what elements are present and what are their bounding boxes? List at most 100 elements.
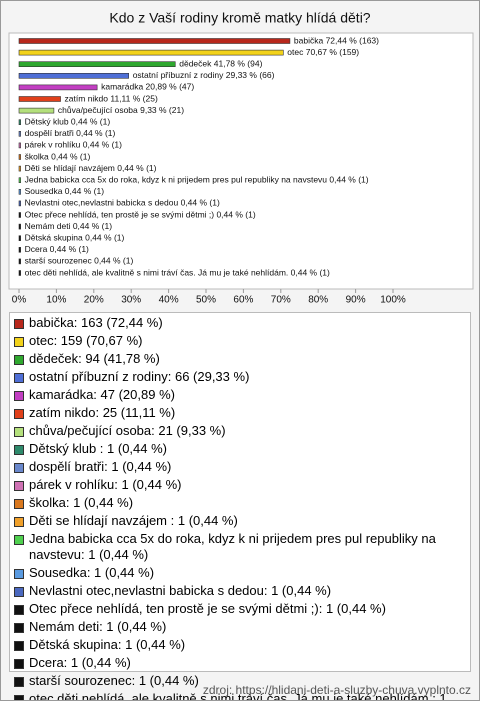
bar (18, 73, 129, 79)
legend-swatch (14, 409, 24, 419)
legend-swatch (14, 587, 24, 597)
legend-swatch (14, 605, 24, 615)
legend-swatch (14, 463, 24, 473)
legend-label: Otec přece nehlídá, ten prostě je se svý… (29, 601, 386, 616)
x-tick-label: 40% (159, 295, 179, 306)
legend-label: otec: 159 (70,67 %) (29, 333, 143, 348)
legend-label: Děti se hlídají navzájem : 1 (0,44 %) (29, 513, 238, 528)
legend-label: Nemám deti: 1 (0,44 %) (29, 619, 167, 634)
legend-swatch (14, 569, 24, 579)
bar-label: kamarádka 20,89 % (47) (101, 82, 194, 92)
bar-label: otec děti nehlídá, ale kvalitně s nimi t… (25, 267, 330, 277)
bar-label: Dcera 0,44 % (1) (25, 244, 89, 254)
legend-item: Děti se hlídají navzájem : 1 (0,44 %) (14, 513, 466, 529)
legend-item: Otec přece nehlídá, ten prostě je se svý… (14, 601, 466, 617)
x-tick-label: 30% (121, 295, 141, 306)
chart-title: Kdo z Vaší rodiny kromě matky hlídá děti… (109, 10, 370, 26)
legend-item: školka: 1 (0,44 %) (14, 495, 466, 511)
legend-swatch (14, 337, 24, 347)
legend-label: babička: 163 (72,44 %) (29, 315, 163, 330)
legend-item: babička: 163 (72,44 %) (14, 315, 466, 331)
bar-label: párek v rohlíku 0,44 % (1) (25, 140, 122, 150)
legend-item: Nevlastni otec,nevlastni babicka s dedou… (14, 583, 466, 599)
legend-item: párek v rohlíku: 1 (0,44 %) (14, 477, 466, 493)
bar-label: Dětská skupina 0,44 % (1) (25, 232, 125, 242)
legend-label: školka: 1 (0,44 %) (29, 495, 134, 510)
legend-item: Nemám deti: 1 (0,44 %) (14, 619, 466, 635)
bar-label: dědeček 41,78 % (94) (179, 58, 262, 68)
bar (18, 119, 21, 125)
bar (18, 96, 61, 102)
legend-label: starší sourozenec: 1 (0,44 %) (29, 673, 199, 688)
legend-label: Sousedka: 1 (0,44 %) (29, 565, 155, 580)
bar-label: Otec přece nehlídá, ten prostě je se svý… (25, 209, 256, 219)
legend-swatch (14, 623, 24, 633)
bar-label: Jedna babicka cca 5x do roka, kdyz k ni … (25, 174, 369, 184)
legend-swatch (14, 677, 24, 687)
x-tick-label: 0% (12, 295, 27, 306)
bar-label: Nevlastni otec,nevlastni babicka s dedou… (25, 198, 220, 208)
legend-swatch (14, 481, 24, 491)
legend-label: ostatní příbuzní z rodiny: 66 (29,33 %) (29, 369, 250, 384)
legend-item: starší sourozenec: 1 (0,44 %) (14, 673, 466, 689)
bar (18, 200, 21, 207)
bar (18, 38, 291, 44)
bar (18, 212, 21, 218)
source: zdroj: https://hlidani-deti-a-sluzby-chu… (202, 683, 471, 697)
bar-label: chůva/pečující osoba 9,33 % (21) (58, 105, 184, 115)
bar (18, 189, 21, 195)
legend-item: ostatní příbuzní z rodiny: 66 (29,33 %) (14, 369, 466, 385)
bar-label: dospělí bratři 0,44 % (1) (25, 128, 116, 138)
legend-label: Jedna babicka cca 5x do roka, kdyz k ni … (29, 531, 436, 562)
legend-item: Dětský klub : 1 (0,44 %) (14, 441, 466, 457)
bar (18, 142, 21, 149)
legend-label: dospělí bratři: 1 (0,44 %) (29, 459, 172, 474)
legend-swatch (14, 659, 24, 669)
bar-label: otec 70,67 % (159) (287, 47, 359, 57)
bar (18, 235, 21, 241)
legend-swatch (14, 319, 24, 329)
chart: Kdo z Vaší rodiny kromě matky hlídá děti… (8, 10, 474, 306)
bar-label: starší sourozenec 0,44 % (1) (25, 256, 134, 266)
legend-item: chůva/pečující osoba: 21 (9,33 %) (14, 423, 466, 439)
bar (18, 270, 21, 276)
legend-item: Dětská skupina: 1 (0,44 %) (14, 637, 466, 653)
x-tick-label: 80% (308, 295, 328, 306)
bar-label: babička 72,44 % (163) (294, 35, 379, 45)
bar-label: ostatní příbuzní z rodiny 29,33 % (66) (133, 70, 275, 80)
legend-label: chůva/pečující osoba: 21 (9,33 %) (29, 423, 226, 438)
legend-swatch (14, 517, 24, 527)
legend-item: dospělí bratři: 1 (0,44 %) (14, 459, 466, 475)
legend-item: dědeček: 94 (41,78 %) (14, 351, 466, 367)
legend-label: dědeček: 94 (41,78 %) (29, 351, 160, 366)
legend-label: párek v rohlíku: 1 (0,44 %) (29, 477, 182, 492)
legend-label: Dětský klub : 1 (0,44 %) (29, 441, 167, 456)
bar (18, 165, 21, 172)
bar (18, 49, 284, 56)
x-tick-label: 100% (380, 295, 406, 306)
bar (18, 258, 21, 265)
legend-item: otec: 159 (70,67 %) (14, 333, 466, 349)
legend-swatch (14, 535, 24, 545)
legend-swatch (14, 641, 24, 651)
x-tick-label: 50% (196, 295, 216, 306)
legend: babička: 163 (72,44 %) otec: 159 (70,67 %… (9, 312, 471, 700)
bar-label: školka 0,44 % (1) (25, 151, 91, 161)
legend-swatch (14, 445, 24, 455)
legend-label: Dětská skupina: 1 (0,44 %) (29, 637, 186, 652)
legend-item: Dcera: 1 (0,44 %) (14, 655, 466, 671)
legend-label: kamarádka: 47 (20,89 %) (29, 387, 175, 402)
legend-item: otec děti nehlídá, ale kvalitně s nimi t… (14, 691, 466, 700)
legend-swatch (14, 391, 24, 401)
bar (18, 223, 21, 230)
legend-swatch (14, 427, 24, 437)
legend-item: kamarádka: 47 (20,89 %) (14, 387, 466, 403)
bar (18, 131, 21, 137)
x-tick-label: 60% (233, 295, 253, 306)
legend-swatch (14, 373, 24, 383)
legend-swatch (14, 499, 24, 509)
bar (18, 84, 98, 91)
bar (18, 61, 176, 68)
bar-label: zatím nikdo 11,11 % (25) (65, 93, 158, 103)
